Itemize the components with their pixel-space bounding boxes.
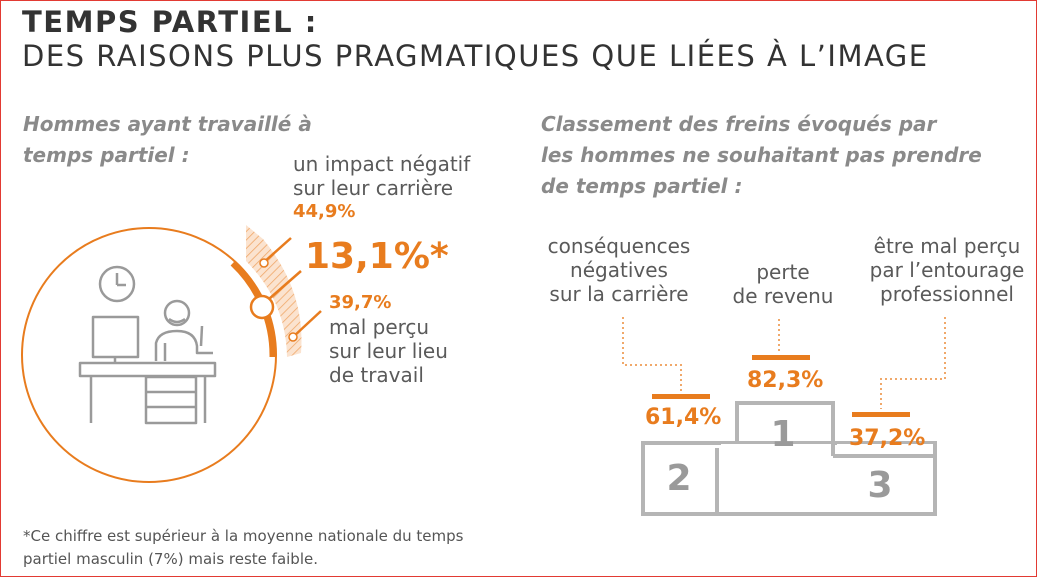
left-subtitle: Hommes ayant travaillé à temps partiel :: [23, 109, 312, 171]
left-subtitle-line: temps partiel :: [23, 143, 190, 167]
rank-1-text-line: perte: [756, 260, 810, 284]
rank-2-text-line: conséquences: [547, 234, 691, 258]
rank-2-text-line: négatives: [570, 258, 668, 282]
left-subtitle-line: Hommes ayant travaillé à: [23, 112, 312, 136]
right-subtitle: Classement des freins évoqués par les ho…: [541, 109, 982, 202]
desk-worker-icon: [78, 299, 217, 425]
rank-1-text: perte de revenu: [728, 260, 838, 308]
marker-dot: [288, 332, 298, 342]
connector-line: [268, 270, 302, 300]
marker-dot: [259, 258, 269, 268]
podium-base: [641, 441, 937, 516]
footnote-line: partiel masculin (7%) mais reste faible.: [23, 550, 318, 568]
footnote-line: *Ce chiffre est supérieur à la moyenne n…: [23, 527, 464, 545]
rank-3-bar: [852, 412, 910, 417]
rank-3-text-line: par l’entourage: [869, 258, 1025, 282]
clock-icon: [98, 265, 136, 303]
leader-lines: [622, 317, 946, 409]
rank-2-value: 61,4%: [645, 405, 722, 430]
mal-percu-value: 39,7%: [329, 292, 392, 313]
rank-3-text: être mal perçu par l’entourage professio…: [867, 234, 1027, 306]
rank-2-text: conséquences négatives sur la carrière: [544, 234, 694, 306]
mal-percu-line: sur leur lieu: [329, 339, 448, 363]
connector-line: [262, 237, 292, 264]
mal-percu-label: 39,7% mal perçu sur leur lieu de travail: [329, 291, 448, 387]
impact-value: 44,9%: [293, 201, 356, 222]
title-line-2: DES RAISONS PLUS PRAGMATIQUES QUE LIÉES …: [22, 39, 929, 73]
rank-3-value: 37,2%: [849, 426, 926, 451]
right-subtitle-line: de temps partiel :: [541, 174, 743, 198]
mal-percu-line: mal perçu: [329, 315, 430, 339]
rank-3-text-line: être mal perçu: [873, 234, 1021, 258]
rank-1-label: 1: [770, 414, 795, 455]
center-value: 13,1%*: [305, 236, 449, 277]
rank-1-text-line: de revenu: [732, 284, 834, 308]
rank-3-label: 3: [867, 465, 892, 506]
footnote: *Ce chiffre est supérieur à la moyenne n…: [23, 525, 463, 571]
right-subtitle-line: les hommes ne souhaitant pas prendre: [541, 143, 982, 167]
marker-circle: [249, 294, 275, 320]
rank-2-bar: [652, 394, 710, 399]
connector-line: [292, 310, 322, 338]
podium: [641, 401, 937, 516]
impact-label: un impact négatif sur leur carrière 44,9…: [293, 152, 470, 224]
right-subtitle-line: Classement des freins évoqués par: [541, 112, 937, 136]
rank-2-label: 2: [666, 458, 691, 499]
impact-label-line: un impact négatif: [293, 152, 471, 176]
rank-1-bar: [752, 355, 810, 360]
rank-1-value: 82,3%: [747, 368, 824, 393]
mal-percu-line: de travail: [329, 363, 424, 387]
impact-label-line: sur leur carrière: [293, 176, 454, 200]
rank-2-text-line: sur la carrière: [549, 282, 689, 306]
rank-3-text-line: professionnel: [880, 282, 1014, 306]
title-line-1: TEMPS PARTIEL :: [22, 5, 318, 39]
hatched-area: [246, 225, 302, 357]
